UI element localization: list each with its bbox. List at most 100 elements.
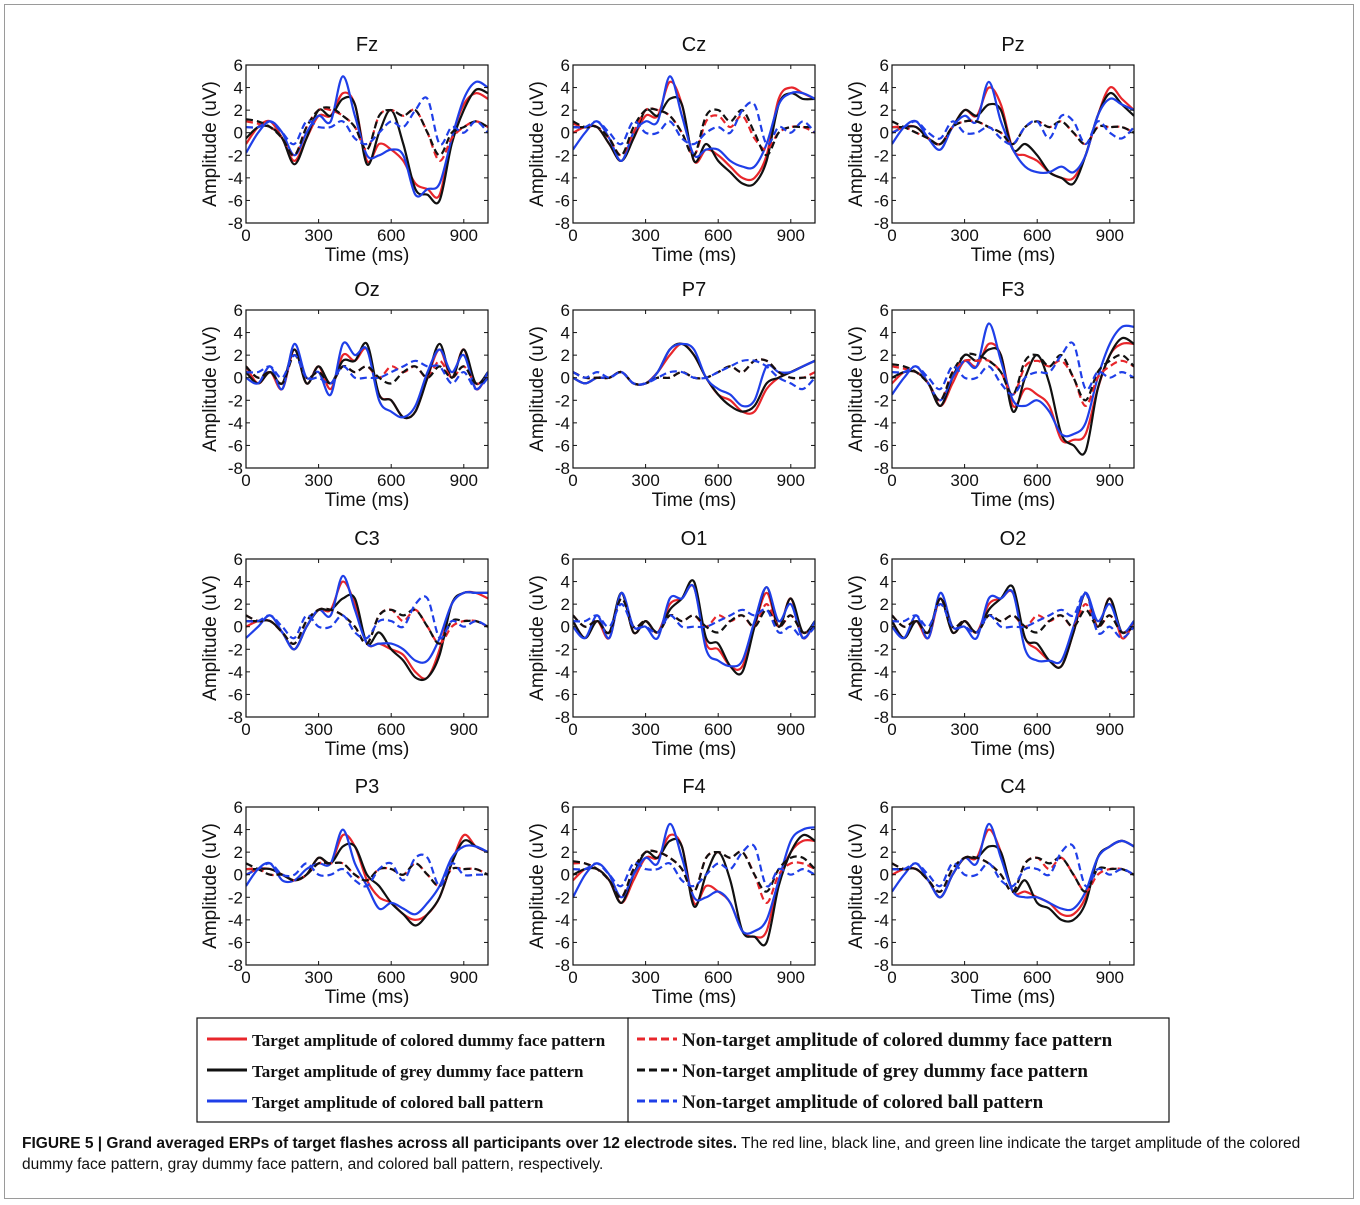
y-tick-label: -6 — [555, 933, 570, 952]
x-tick-label: 600 — [704, 226, 732, 245]
x-axis-label: Time (ms) — [325, 987, 410, 1008]
panel-title: Fz — [356, 34, 378, 56]
series-line-2 — [573, 92, 815, 187]
series-line-3 — [573, 822, 815, 935]
x-axis-label: Time (ms) — [652, 739, 737, 760]
series-line-6 — [892, 113, 1134, 146]
plot-axes-box — [245, 806, 489, 966]
y-tick-label: 0 — [880, 618, 889, 637]
y-tick-label: 6 — [880, 798, 889, 817]
series-line-5 — [246, 861, 488, 888]
plot-axes-box — [245, 64, 489, 224]
series-line-3 — [573, 584, 815, 668]
plot-axes-box — [891, 64, 1135, 224]
y-tick-label: -6 — [228, 685, 243, 704]
series-line-6 — [246, 595, 488, 640]
series-line-3 — [892, 588, 1134, 665]
y-tick-label: -8 — [874, 708, 889, 727]
panel-title: P3 — [355, 776, 379, 798]
x-tick-label: 300 — [631, 968, 659, 987]
y-tick-label: 4 — [234, 573, 243, 592]
x-tick-label: 0 — [887, 720, 896, 739]
y-tick-label: 6 — [561, 301, 570, 320]
series-line-6 — [573, 101, 815, 146]
series-line-5 — [892, 119, 1134, 146]
y-tick-label: 4 — [561, 573, 570, 592]
plot-axes-box — [891, 558, 1135, 718]
y-tick-label: -8 — [228, 214, 243, 233]
y-tick-label: 2 — [234, 346, 243, 365]
x-axis-label: Time (ms) — [971, 245, 1056, 266]
series-line-6 — [892, 591, 1134, 640]
x-tick-label: 600 — [1023, 226, 1051, 245]
y-tick-label: -4 — [874, 169, 889, 188]
y-tick-label: -6 — [228, 191, 243, 210]
caption-label: FIGURE 5 | Grand averaged ERPs of target… — [22, 1135, 738, 1152]
y-tick-label: 0 — [561, 618, 570, 637]
series-line-6 — [246, 96, 488, 146]
y-tick-label: 0 — [561, 369, 570, 388]
y-tick-label: -2 — [228, 146, 243, 165]
x-tick-label: 900 — [777, 226, 805, 245]
x-tick-label: 900 — [777, 720, 805, 739]
y-tick-label: 0 — [234, 124, 243, 143]
y-tick-label: 4 — [234, 79, 243, 98]
panel-title: F4 — [682, 776, 705, 798]
figure-caption: FIGURE 5 | Grand averaged ERPs of target… — [22, 1133, 1348, 1175]
y-tick-label: -6 — [874, 436, 889, 455]
legend-label-1: Target amplitude of colored dummy face p… — [252, 1031, 606, 1050]
series-line-4 — [246, 354, 488, 385]
y-tick-label: -2 — [555, 640, 570, 659]
plot-axes-box — [891, 309, 1135, 469]
x-axis-label: Time (ms) — [325, 490, 410, 511]
y-tick-label: 4 — [880, 79, 889, 98]
y-tick-label: -6 — [555, 191, 570, 210]
y-tick-label: 0 — [561, 124, 570, 143]
y-tick-label: 6 — [880, 301, 889, 320]
legend-label-4: Non-target amplitude of colored dummy fa… — [682, 1030, 1113, 1051]
x-tick-label: 0 — [241, 720, 250, 739]
y-tick-label: -6 — [555, 685, 570, 704]
series-line-6 — [573, 602, 815, 640]
y-axis-label: Amplitude (uV) — [527, 823, 548, 949]
y-tick-label: 6 — [234, 550, 243, 569]
y-tick-label: 4 — [234, 324, 243, 343]
y-axis-label: Amplitude (uV) — [846, 326, 867, 452]
y-tick-label: 0 — [234, 866, 243, 885]
y-tick-label: -8 — [555, 459, 570, 478]
y-tick-label: 4 — [880, 573, 889, 592]
x-tick-label: 0 — [568, 226, 577, 245]
y-tick-label: -4 — [874, 663, 889, 682]
y-tick-label: 6 — [561, 550, 570, 569]
y-tick-label: -4 — [228, 169, 243, 188]
x-tick-label: 300 — [631, 720, 659, 739]
x-tick-label: 600 — [704, 968, 732, 987]
series-line-1 — [892, 589, 1134, 669]
y-tick-label: -8 — [874, 956, 889, 975]
x-tick-label: 900 — [1096, 720, 1124, 739]
y-tick-label: 6 — [880, 550, 889, 569]
legend: Target amplitude of colored dummy face p… — [196, 1017, 1170, 1123]
x-axis-label: Time (ms) — [971, 987, 1056, 1008]
legend-label-6: Non-target amplitude of colored ball pat… — [682, 1092, 1044, 1113]
y-axis-label: Amplitude (uV) — [527, 575, 548, 701]
plot-axes-box — [572, 558, 816, 718]
series-line-6 — [246, 853, 488, 888]
legend-label-2: Target amplitude of grey dummy face patt… — [252, 1062, 584, 1081]
series-line-5 — [892, 352, 1134, 402]
y-tick-label: -4 — [874, 911, 889, 930]
y-tick-label: 4 — [234, 821, 243, 840]
y-tick-label: -4 — [555, 414, 570, 433]
x-tick-label: 600 — [1023, 720, 1051, 739]
y-axis-label: Amplitude (uV) — [200, 823, 221, 949]
plot-axes-box — [245, 309, 489, 469]
y-tick-label: 2 — [561, 843, 570, 862]
y-tick-label: -4 — [228, 414, 243, 433]
y-tick-label: 6 — [234, 798, 243, 817]
y-axis-label: Amplitude (uV) — [846, 823, 867, 949]
